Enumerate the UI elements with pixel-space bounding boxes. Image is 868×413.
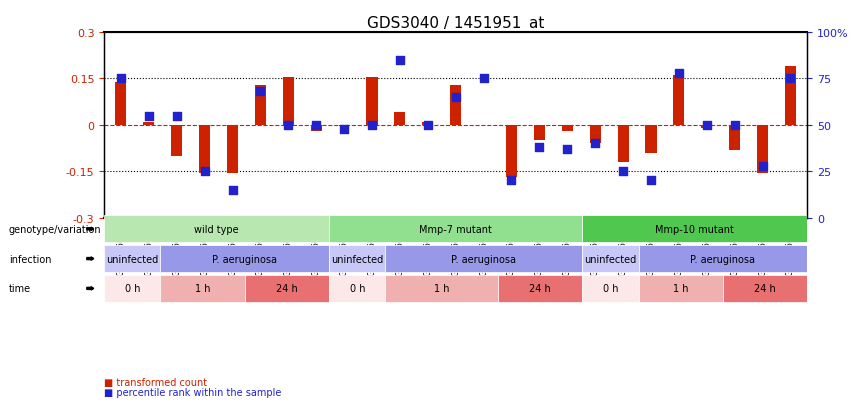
Point xyxy=(281,122,295,129)
Text: 1 h: 1 h xyxy=(673,284,688,294)
Bar xyxy=(723,275,807,302)
Bar xyxy=(385,275,498,302)
Bar xyxy=(534,126,545,141)
Text: 24 h: 24 h xyxy=(276,284,298,294)
Bar xyxy=(646,126,656,153)
Bar xyxy=(255,85,266,126)
Bar xyxy=(506,126,517,178)
Point xyxy=(672,71,686,77)
Text: 1 h: 1 h xyxy=(434,284,450,294)
Bar xyxy=(674,76,685,126)
Point xyxy=(477,76,490,83)
Point xyxy=(589,141,602,147)
Bar xyxy=(385,246,582,272)
Point xyxy=(561,146,575,153)
Bar xyxy=(450,85,461,126)
Title: GDS3040 / 1451951_at: GDS3040 / 1451951_at xyxy=(367,16,544,32)
Bar xyxy=(199,126,210,173)
Text: P. aeruginosa: P. aeruginosa xyxy=(213,254,277,264)
Point xyxy=(198,169,212,175)
Bar xyxy=(422,123,433,126)
Point xyxy=(421,122,435,129)
Bar xyxy=(245,275,329,302)
Bar xyxy=(104,246,161,272)
Bar xyxy=(104,216,329,242)
Text: ■ transformed count: ■ transformed count xyxy=(104,377,207,387)
Text: 0 h: 0 h xyxy=(350,284,365,294)
Bar xyxy=(582,275,639,302)
Text: ■ percentile rank within the sample: ■ percentile rank within the sample xyxy=(104,387,281,397)
Point xyxy=(337,126,351,133)
Bar xyxy=(329,246,385,272)
Bar xyxy=(639,275,723,302)
Text: uninfected: uninfected xyxy=(332,254,384,264)
Point xyxy=(170,113,184,120)
Point xyxy=(616,169,630,175)
Point xyxy=(365,122,379,129)
Bar xyxy=(227,126,238,173)
Point xyxy=(504,178,518,184)
Point xyxy=(309,122,323,129)
Point xyxy=(784,76,798,83)
Text: infection: infection xyxy=(9,254,51,264)
Bar xyxy=(339,126,350,127)
Text: Mmp-7 mutant: Mmp-7 mutant xyxy=(419,224,492,234)
Text: 0 h: 0 h xyxy=(124,284,140,294)
Bar xyxy=(757,126,768,173)
Point xyxy=(393,57,407,64)
Bar xyxy=(161,246,329,272)
Bar xyxy=(589,126,601,144)
Bar xyxy=(701,126,713,128)
Bar xyxy=(582,216,807,242)
Text: P. aeruginosa: P. aeruginosa xyxy=(690,254,755,264)
Bar xyxy=(785,67,796,126)
Text: time: time xyxy=(9,284,30,294)
Text: wild type: wild type xyxy=(194,224,239,234)
Bar xyxy=(394,113,405,126)
Bar xyxy=(498,275,582,302)
Point xyxy=(226,187,240,194)
Text: 24 h: 24 h xyxy=(754,284,776,294)
Point xyxy=(141,113,155,120)
Point xyxy=(114,76,128,83)
Text: Mmp-10 mutant: Mmp-10 mutant xyxy=(655,224,734,234)
Point xyxy=(532,145,546,151)
Bar xyxy=(161,275,245,302)
Bar xyxy=(639,246,807,272)
Point xyxy=(449,95,463,101)
Bar xyxy=(617,126,628,163)
Bar xyxy=(143,123,155,126)
Text: P. aeruginosa: P. aeruginosa xyxy=(451,254,516,264)
Bar xyxy=(366,78,378,126)
Bar xyxy=(283,78,294,126)
Bar xyxy=(562,126,573,132)
Text: uninfected: uninfected xyxy=(106,254,158,264)
Bar xyxy=(329,275,385,302)
Text: uninfected: uninfected xyxy=(584,254,636,264)
Text: 0 h: 0 h xyxy=(602,284,618,294)
Bar xyxy=(311,126,322,132)
Text: genotype/variation: genotype/variation xyxy=(9,224,102,234)
Bar xyxy=(104,275,161,302)
Bar xyxy=(729,126,740,150)
Point xyxy=(253,89,267,95)
Point xyxy=(644,178,658,184)
Bar xyxy=(582,246,639,272)
Bar xyxy=(329,216,582,242)
Point xyxy=(727,122,741,129)
Point xyxy=(700,122,713,129)
Text: 24 h: 24 h xyxy=(529,284,551,294)
Point xyxy=(756,163,770,170)
Bar xyxy=(171,126,182,157)
Bar xyxy=(115,82,127,126)
Text: 1 h: 1 h xyxy=(194,284,210,294)
